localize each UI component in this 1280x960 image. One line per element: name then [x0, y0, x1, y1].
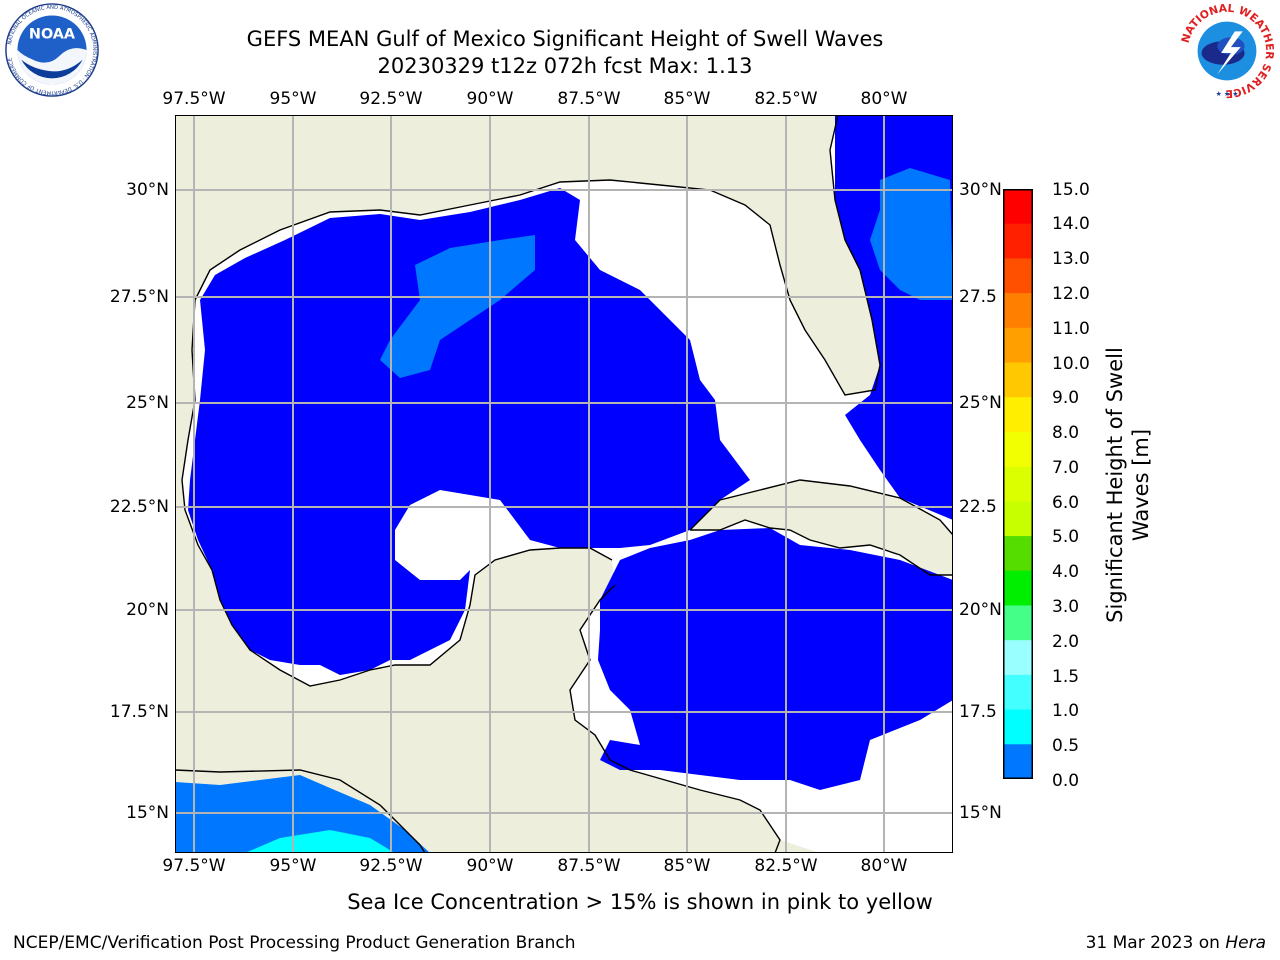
colorbar-tick-label: 10.0 [1052, 354, 1090, 374]
colorbar-tick-label: 9.0 [1052, 388, 1080, 408]
lon-label-bottom: 92.5°W [359, 856, 423, 876]
lon-label-top: 82.5°W [754, 89, 818, 109]
swell-field-atlantic-patch [870, 168, 953, 300]
host-name: Hera [1225, 933, 1266, 953]
coastline [175, 115, 881, 853]
colorbar-tick-label: 2.0 [1052, 632, 1080, 652]
colorbar-segment [1003, 397, 1033, 433]
colorbar-tick-label: 5.0 [1052, 527, 1080, 547]
lat-label-right: 30°N [959, 180, 1002, 200]
lat-label-left: 30°N [126, 180, 169, 200]
colorbar-tick-label: 14.0 [1052, 214, 1090, 234]
credit-text: NCEP/EMC/Verification Post Processing Pr… [13, 933, 576, 953]
lon-label-top: 90°W [466, 89, 514, 109]
lon-label-top: 92.5°W [359, 89, 423, 109]
lat-label-left: 15°N [126, 803, 169, 823]
colorbar-segment [1003, 570, 1033, 606]
lat-label-right: 17.5 [959, 702, 997, 722]
colorbar-segment [1003, 431, 1033, 468]
colorbar-border [1003, 189, 1033, 779]
colorbar [1003, 189, 1033, 779]
lon-label-top: 97.5°W [162, 89, 226, 109]
colorbar-segment [1003, 362, 1033, 398]
lon-label-bottom: 95°W [269, 856, 317, 876]
map-title: GEFS MEAN Gulf of Mexico Significant Hei… [246, 27, 884, 51]
colorbar-title: Significant Height of Swell Waves [m] [1103, 347, 1153, 623]
lon-label-bottom: 82.5°W [754, 856, 818, 876]
lon-label-top: 80°W [860, 89, 908, 109]
colorbar-tick-label: 13.0 [1052, 249, 1090, 269]
swell-field-mid-gulf-patch [380, 235, 535, 378]
colorbar-tick-label: 0.0 [1052, 771, 1080, 791]
lon-label-top: 87.5°W [557, 89, 621, 109]
colorbar-tick-label: 12.0 [1052, 284, 1090, 304]
colorbar-segment [1003, 640, 1033, 676]
lon-label-bottom: 90°W [466, 856, 514, 876]
colorbar-segment [1003, 605, 1033, 641]
colorbar-segment [1003, 674, 1033, 711]
colorbar-tick-label: 11.0 [1052, 319, 1090, 339]
graticule [175, 115, 953, 853]
lat-label-right: 22.5 [959, 497, 997, 517]
lon-label-top: 95°W [269, 89, 317, 109]
swell-field-pacific-high [245, 830, 395, 853]
cuba-coastline [689, 479, 953, 576]
lon-label-top: 85°W [663, 89, 711, 109]
cuba-land [690, 480, 953, 575]
colorbar-segment [1003, 744, 1033, 779]
colorbar-segment [1003, 501, 1033, 537]
lon-label-bottom: 87.5°W [557, 856, 621, 876]
colorbar-segment [1003, 327, 1033, 364]
colorbar-segment [1003, 293, 1033, 329]
colorbar-segment [1003, 258, 1033, 294]
lat-label-left: 25°N [126, 393, 169, 413]
lat-label-right: 27.5 [959, 287, 997, 307]
lat-label-left: 27.5°N [109, 287, 169, 307]
lon-label-bottom: 97.5°W [162, 856, 226, 876]
colorbar-tick-label: 1.5 [1052, 667, 1080, 687]
colorbar-tick-label: 1.0 [1052, 701, 1080, 721]
lat-label-right: 20°N [959, 600, 1002, 620]
svg-text:★ ★ ★: ★ ★ ★ [1216, 90, 1239, 98]
noaa-logo: NOAA NATIONAL OCEANIC AND ATMOSPHERIC AD… [5, 3, 99, 97]
swell-field-west-gulf [188, 188, 750, 675]
colorbar-tick-label: 15.0 [1052, 180, 1090, 200]
date-text: 31 Mar 2023 on [1085, 933, 1220, 953]
colorbar-tick-label: 8.0 [1052, 423, 1080, 443]
colorbar-segment [1003, 709, 1033, 745]
lon-label-bottom: 85°W [663, 856, 711, 876]
lon-label-bottom: 80°W [860, 856, 908, 876]
lat-label-left: 20°N [126, 600, 169, 620]
sea-ice-note: Sea Ice Concentration > 15% is shown in … [347, 890, 933, 914]
gulf-of-mexico-map [175, 115, 953, 853]
colorbar-tick-label: 6.0 [1052, 493, 1080, 513]
lat-label-left: 17.5°N [109, 702, 169, 722]
lat-label-left: 22.5°N [109, 497, 169, 517]
lat-label-right: 25°N [959, 393, 1002, 413]
colorbar-tick-label: 0.5 [1052, 736, 1080, 756]
noaa-wordmark: NOAA [29, 26, 76, 42]
lat-label-right: 15°N [959, 803, 1002, 823]
colorbar-tick-label: 3.0 [1052, 597, 1080, 617]
nws-logo: NATIONAL WEATHER SERVICE ★ ★ ★ [1179, 2, 1276, 100]
colorbar-segment [1003, 536, 1033, 572]
colorbar-tick-label: 4.0 [1052, 562, 1080, 582]
colorbar-tick-label: 7.0 [1052, 458, 1080, 478]
colorbar-segment [1003, 466, 1033, 502]
colorbar-segment [1003, 223, 1033, 259]
colorbar-segment [1003, 189, 1033, 225]
date-stamp: 31 Mar 2023 on Hera [1086, 933, 1266, 953]
map-subtitle: 20230329 t12z 072h fcst Max: 1.13 [377, 54, 753, 78]
